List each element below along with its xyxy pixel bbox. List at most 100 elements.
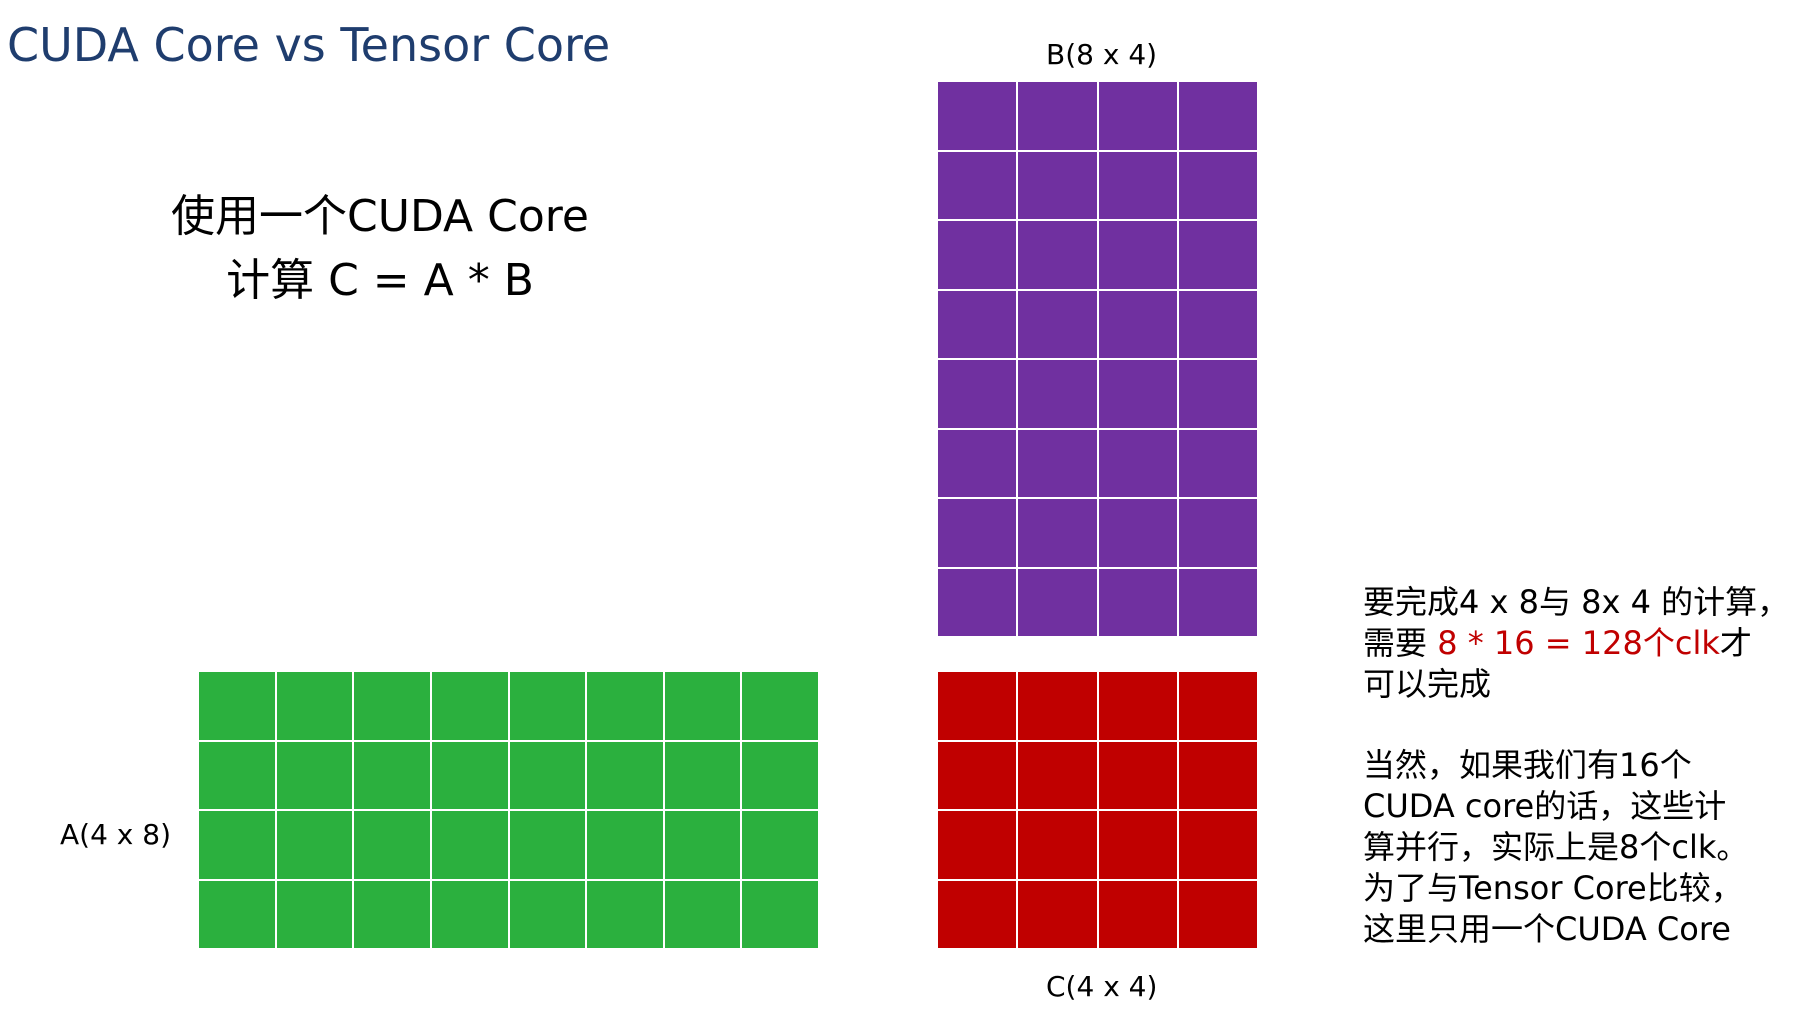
matrix-c-label: C(4 x 4) (1046, 970, 1158, 1003)
subtitle: 使用一个CUDA Core 计算 C = A * B (100, 185, 660, 313)
matrix-cell (276, 880, 353, 948)
matrix-cell (199, 880, 275, 948)
matrix-cell (509, 741, 586, 809)
matrix-cell (1178, 82, 1257, 150)
note2-line-5: 这里只用一个CUDA Core (1363, 910, 1731, 948)
matrix-cell (1018, 221, 1097, 289)
matrix-cell (1018, 151, 1097, 219)
matrix-cell (938, 221, 1017, 289)
matrix-cell (742, 741, 818, 809)
matrix-b-grid (938, 82, 1257, 636)
matrix-cell (1098, 811, 1177, 879)
note2-line-4: 为了与Tensor Core比较， (1363, 869, 1743, 907)
matrix-cell (1098, 82, 1177, 150)
matrix-cell (1098, 151, 1177, 219)
matrix-cell (1098, 221, 1177, 289)
matrix-cell (354, 880, 430, 948)
matrix-cell (938, 151, 1017, 219)
matrix-cell (1018, 811, 1097, 879)
matrix-cell (664, 672, 741, 740)
note2-line-2: CUDA core的话，这些计 (1363, 787, 1727, 825)
note1-line-2-prefix: 需要 (1363, 624, 1438, 662)
matrix-cell (938, 880, 1017, 948)
matrix-cell (354, 811, 430, 879)
note2-line-3: 算并行，实际上是8个clk。 (1363, 828, 1749, 866)
matrix-a-label: A(4 x 8) (60, 818, 172, 851)
matrix-cell (938, 82, 1017, 150)
matrix-cell (1098, 290, 1177, 358)
matrix-cell (1178, 672, 1257, 740)
matrix-cell (1018, 568, 1097, 636)
matrix-cell (587, 811, 663, 879)
matrix-cell (431, 741, 508, 809)
matrix-cell (431, 811, 508, 879)
matrix-b-label: B(8 x 4) (1046, 38, 1158, 71)
matrix-cell (1018, 82, 1097, 150)
matrix-cell (199, 741, 275, 809)
matrix-cell (742, 811, 818, 879)
matrix-cell (742, 880, 818, 948)
matrix-cell (199, 811, 275, 879)
subtitle-line-1: 使用一个CUDA Core (171, 191, 589, 242)
matrix-cell (1018, 741, 1097, 809)
matrix-cell (509, 811, 586, 879)
matrix-cell (1018, 429, 1097, 497)
note1-line-2-suffix: 才 (1719, 624, 1752, 662)
matrix-cell (587, 741, 663, 809)
matrix-cell (276, 672, 353, 740)
matrix-cell (587, 880, 663, 948)
matrix-cell (938, 568, 1017, 636)
matrix-cell (938, 741, 1017, 809)
matrix-cell (276, 811, 353, 879)
matrix-c-grid (938, 672, 1257, 948)
matrix-a-grid (199, 672, 818, 948)
matrix-cell (938, 672, 1017, 740)
matrix-cell (664, 741, 741, 809)
matrix-cell (664, 811, 741, 879)
matrix-cell (1178, 290, 1257, 358)
matrix-cell (1178, 499, 1257, 567)
matrix-cell (1018, 499, 1097, 567)
matrix-cell (1098, 741, 1177, 809)
matrix-cell (431, 880, 508, 948)
matrix-cell (938, 429, 1017, 497)
matrix-cell (742, 672, 818, 740)
note-cycle-count: 要完成4 x 8与 8x 4 的计算， 需要 8 * 16 = 128个clk才… (1363, 582, 1803, 705)
note1-line-2: 需要 8 * 16 = 128个clk才 (1363, 623, 1803, 664)
matrix-cell (1178, 741, 1257, 809)
matrix-cell (1178, 429, 1257, 497)
matrix-cell (1178, 221, 1257, 289)
matrix-cell (587, 672, 663, 740)
note1-line-3: 可以完成 (1363, 665, 1492, 703)
matrix-cell (1178, 568, 1257, 636)
matrix-cell (276, 741, 353, 809)
matrix-cell (1098, 672, 1177, 740)
note2-line-1: 当然，如果我们有16个 (1363, 746, 1692, 784)
matrix-cell (1018, 360, 1097, 428)
note1-line-1: 要完成4 x 8与 8x 4 的计算， (1363, 583, 1790, 621)
matrix-cell (938, 360, 1017, 428)
matrix-cell (1178, 151, 1257, 219)
matrix-cell (509, 880, 586, 948)
note-parallel: 当然，如果我们有16个 CUDA core的话，这些计 算并行，实际上是8个cl… (1363, 745, 1803, 950)
matrix-cell (354, 672, 430, 740)
matrix-cell (1098, 429, 1177, 497)
matrix-cell (431, 672, 508, 740)
matrix-cell (1098, 880, 1177, 948)
matrix-cell (1178, 360, 1257, 428)
matrix-cell (938, 811, 1017, 879)
matrix-cell (938, 499, 1017, 567)
matrix-cell (1098, 568, 1177, 636)
matrix-cell (354, 741, 430, 809)
subtitle-line-2: 计算 C = A * B (226, 255, 534, 306)
matrix-cell (1098, 499, 1177, 567)
matrix-cell (664, 880, 741, 948)
matrix-cell (509, 672, 586, 740)
matrix-cell (1178, 880, 1257, 948)
matrix-cell (1018, 290, 1097, 358)
matrix-cell (1018, 880, 1097, 948)
matrix-cell (1018, 672, 1097, 740)
matrix-cell (938, 290, 1017, 358)
matrix-cell (199, 672, 275, 740)
matrix-cell (1178, 811, 1257, 879)
